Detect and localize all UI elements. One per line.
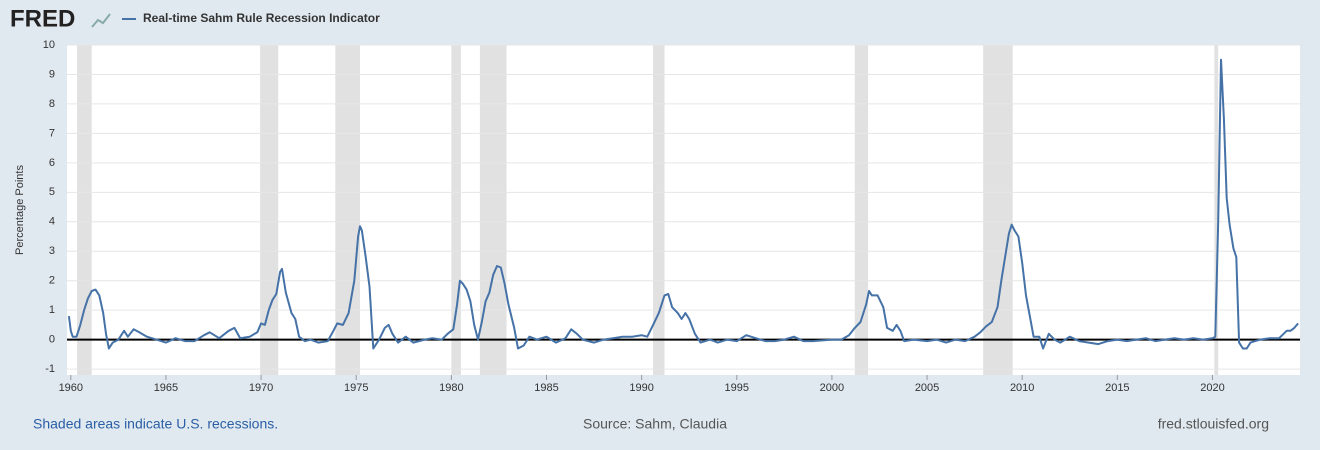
y-tick-label: 1	[49, 304, 55, 316]
x-tick-label: 1990	[629, 382, 653, 394]
x-tick-label: 2010	[1010, 382, 1034, 394]
y-tick-label: 2	[49, 275, 55, 287]
x-tick-label: 1980	[439, 382, 463, 394]
y-tick-label: -1	[45, 363, 55, 375]
y-axis-label: Percentage Points	[14, 165, 26, 255]
x-tick-label: 2020	[1200, 382, 1224, 394]
x-tick-label: 1985	[534, 382, 558, 394]
recession-band	[653, 45, 665, 375]
legend-label: Real-time Sahm Rule Recession Indicator	[143, 11, 380, 25]
y-tick-label: 6	[49, 157, 55, 169]
y-tick-label: 0	[49, 334, 55, 346]
x-tick-label: 1995	[725, 382, 749, 394]
x-tick-label: 2000	[820, 382, 844, 394]
y-tick-label: 5	[49, 186, 55, 198]
y-tick-label: 8	[49, 98, 55, 110]
logo-icon	[91, 13, 111, 28]
recession-band	[77, 45, 92, 375]
x-tick-label: 2005	[915, 382, 939, 394]
recession-band	[479, 45, 507, 375]
site[interactable]: fred.stlouisfed.org	[1158, 416, 1269, 432]
logo: FRED	[10, 5, 75, 32]
y-tick-label: 10	[43, 39, 55, 51]
y-tick-label: 9	[49, 68, 55, 80]
y-tick-label: 7	[49, 127, 55, 139]
source: Source: Sahm, Claudia	[583, 416, 727, 432]
y-tick-label: 3	[49, 245, 55, 257]
plot-area	[67, 45, 1300, 375]
recession-band	[854, 45, 869, 375]
recession-band	[451, 45, 461, 375]
x-tick-label: 1965	[154, 382, 178, 394]
recession-band	[1214, 45, 1219, 375]
series-line	[67, 58, 1299, 350]
x-tick-label: 1960	[59, 382, 83, 394]
recession-band	[260, 45, 279, 375]
x-tick-label: 2015	[1105, 382, 1129, 394]
recession-band	[335, 45, 361, 375]
recession-note[interactable]: Shaded areas indicate U.S. recessions.	[33, 416, 278, 432]
y-tick-label: 4	[49, 216, 55, 228]
x-tick-label: 1970	[249, 382, 273, 394]
x-tick-label: 1975	[344, 382, 368, 394]
recession-band	[983, 45, 1013, 375]
